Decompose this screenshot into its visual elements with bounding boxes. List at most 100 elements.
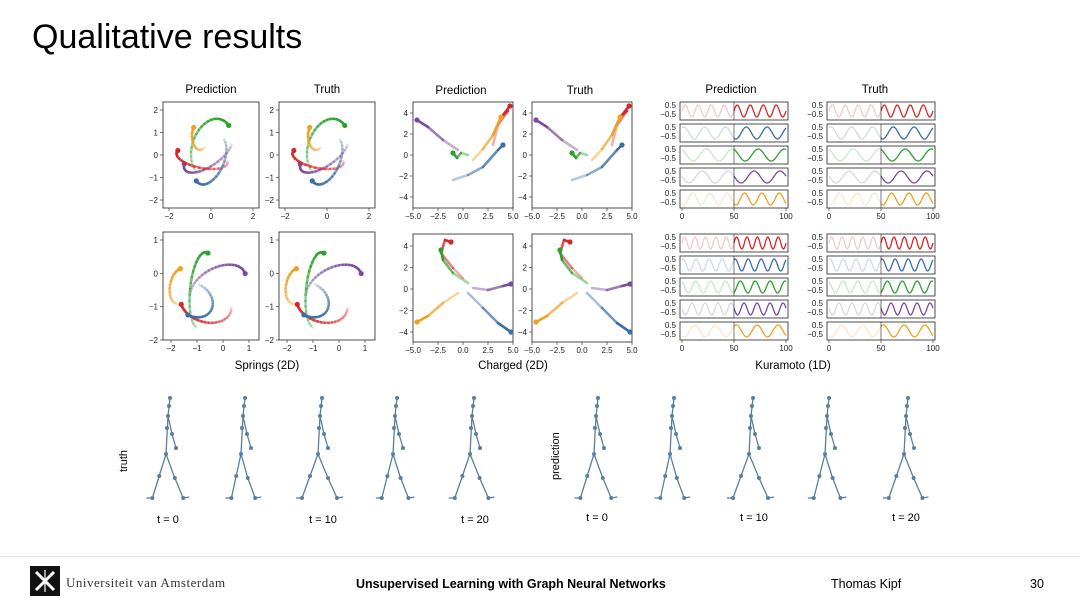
springs-red-trajectory (175, 147, 229, 171)
kuramoto-prediction-top-predicted-wave (733, 104, 787, 118)
x-tick-label: 5.0 (507, 346, 519, 355)
trajectory-segment (316, 284, 322, 290)
trajectory-segment (338, 151, 345, 158)
x-tick-label: 0.0 (576, 212, 588, 221)
trajectory-segment (317, 146, 322, 151)
skeleton-joint (903, 426, 907, 430)
y-tick-label: 1 (154, 129, 159, 138)
trajectory-endpoint (301, 312, 307, 318)
skeleton-bone (165, 453, 176, 479)
trajectory-segment (426, 125, 445, 142)
y-tick-label: −0.5 (660, 132, 676, 141)
skeleton-joint (317, 426, 321, 430)
trajectory-endpoint (557, 247, 563, 253)
kuramoto-truth-bottom-predicted-wave (880, 324, 934, 338)
prediction-t10-label: t = 10 (740, 512, 768, 524)
skeleton-joint (395, 396, 399, 400)
trajectory-segment (193, 324, 198, 329)
y-tick-label: −2 (265, 196, 275, 205)
y-tick-label: −2 (149, 336, 159, 345)
trajectory-segment (345, 143, 349, 149)
skeleton-bone (758, 477, 769, 499)
x-tick-label: 2 (251, 212, 256, 221)
springs-green-trajectory (189, 117, 232, 173)
skeleton-joint (830, 476, 835, 480)
y-tick-label: −1 (265, 174, 275, 183)
skeleton-joint (833, 446, 837, 450)
x-tick-label: −2.5 (430, 346, 446, 355)
skeleton-bone (174, 477, 184, 499)
trajectory-segment (316, 271, 323, 277)
trajectory-segment (323, 291, 328, 297)
y-tick-label: 0.5 (665, 299, 677, 308)
kuramoto-prediction-bottom-predicted-wave (733, 258, 787, 272)
y-tick-label: 4 (523, 242, 528, 251)
y-tick-label: 0 (154, 269, 159, 278)
kuramoto-prediction-top-context-wave (681, 148, 735, 162)
y-tick-label: −2 (149, 196, 159, 205)
x-tick-label: 5.0 (626, 212, 638, 221)
trajectory-endpoint (619, 142, 625, 148)
charged-purple-trajectory (533, 117, 579, 152)
trajectory-endpoint (342, 122, 348, 129)
charged-purple-trajectory (414, 117, 460, 152)
kuramoto-truth-bottom-context-wave (828, 258, 882, 272)
trajectory-segment (287, 299, 292, 304)
y-tick-label: −0.5 (660, 286, 676, 295)
skeleton-bone (748, 453, 760, 479)
skeleton-bone (579, 475, 588, 499)
y-tick-label: 0 (523, 151, 528, 160)
y-tick-label: −0.5 (807, 176, 823, 185)
skeleton-joint (578, 496, 583, 500)
x-tick-label: 2.5 (601, 212, 613, 221)
springs-orange-trajectory (284, 266, 299, 306)
skeleton-joint (308, 474, 312, 478)
trajectory-segment (545, 125, 564, 142)
trajectory-segment (615, 321, 632, 334)
trajectory-segment (570, 266, 584, 280)
springs-truth-title: Truth (313, 84, 341, 96)
trajectory-segment (600, 133, 614, 151)
trajectory-segment (600, 306, 619, 325)
y-tick-label: −0.5 (807, 110, 823, 119)
trajectory-segment (169, 297, 174, 303)
trajectory-segment (339, 155, 343, 163)
trajectory-endpoint (205, 250, 211, 256)
trajectory-segment (570, 173, 589, 182)
trajectory-segment (227, 311, 232, 317)
trajectory-segment (224, 151, 228, 159)
skeleton-joint (245, 476, 250, 480)
trajectory-endpoint (569, 150, 575, 156)
kuramoto-truth-top-predicted-wave (880, 170, 934, 184)
x-tick-label: 0.0 (457, 346, 469, 355)
skeleton-joint (749, 414, 753, 418)
skeleton-bone (471, 415, 477, 435)
trajectory-endpoint (177, 266, 183, 272)
trajectory-segment (545, 301, 564, 318)
skeleton-joint (598, 432, 602, 436)
trajectory-segment (605, 284, 624, 292)
kuramoto-prediction-bottom-predicted-wave (733, 302, 787, 316)
trajectory-segment (333, 319, 340, 324)
skeleton-joint (731, 496, 735, 500)
x-tick-label: −2 (166, 344, 176, 353)
trajectory-segment (191, 281, 196, 287)
skeleton-bone (595, 415, 601, 435)
y-tick-label: 0.5 (812, 167, 824, 176)
skeleton-joint (320, 396, 324, 400)
skeleton-joint (594, 414, 598, 418)
skeleton-joint (391, 452, 395, 456)
skeleton-joint (249, 446, 253, 450)
x-tick-label: 5.0 (626, 346, 638, 355)
x-tick-label: −2 (280, 212, 290, 221)
skeleton-bone (824, 453, 834, 479)
trajectory-segment (308, 322, 313, 328)
skeleton-joint (335, 496, 339, 500)
trajectory-segment (319, 286, 325, 292)
y-tick-label: −2 (518, 172, 528, 181)
skeleton-bone (750, 415, 756, 435)
y-tick-label: −0.5 (807, 264, 823, 273)
author-name: Thomas Kipf (831, 577, 902, 591)
x-tick-label: −2.5 (549, 346, 565, 355)
skeleton-bone (826, 415, 832, 435)
